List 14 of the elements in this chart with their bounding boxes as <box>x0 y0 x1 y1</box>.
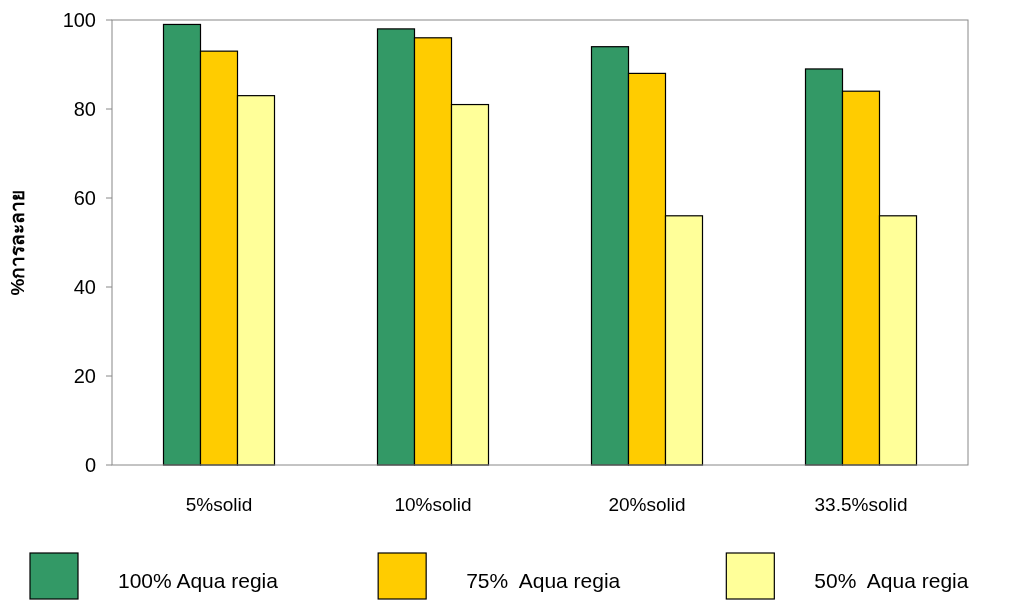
x-tick-label: 20%solid <box>608 494 686 515</box>
y-tick-label: 0 <box>84 454 96 476</box>
legend-label: 75% Aqua regia <box>466 569 621 592</box>
x-tick-label: 10%solid <box>394 494 472 515</box>
y-tick-label: 80 <box>73 98 96 120</box>
legend-label: 50% Aqua regia <box>814 569 969 592</box>
y-tick-label: 100 <box>62 9 96 31</box>
x-tick-label: 5%solid <box>185 494 253 515</box>
y-axis-title: %การละลาย <box>7 189 28 296</box>
x-tick-label: 33.5%solid <box>814 494 908 515</box>
legend-label: 100% Aqua regia <box>118 569 279 592</box>
y-tick-label: 20 <box>73 365 96 387</box>
y-tick-label: 40 <box>73 276 96 298</box>
y-tick-label: 60 <box>73 187 96 209</box>
